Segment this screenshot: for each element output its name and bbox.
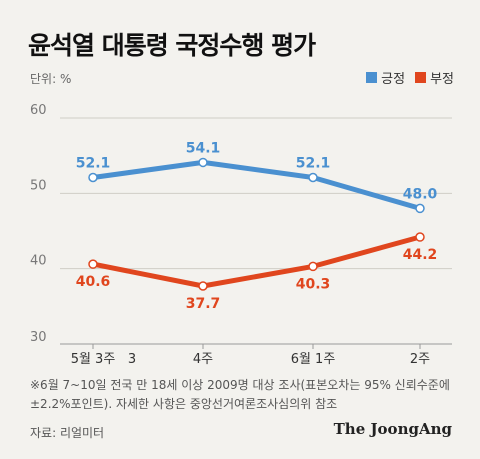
brand-logo: The JoongAng (333, 420, 452, 438)
data-label: 52.1 (296, 156, 331, 172)
data-label: 48.0 (403, 186, 438, 202)
x-tick-label: 2주 (410, 352, 430, 367)
legend-item-positive: 긍정 (366, 68, 405, 87)
data-label: 44.2 (403, 247, 438, 263)
legend-label-positive: 긍정 (381, 72, 406, 87)
y-tick-label: 60 (30, 103, 47, 118)
data-label: 37.7 (186, 296, 221, 312)
chart-title: 윤석열 대통령 국정수행 평가 (28, 31, 316, 60)
data-point (308, 261, 318, 272)
source-label: 자료: 리얼미터 (30, 426, 105, 440)
legend-swatch-positive (366, 72, 378, 83)
unit-label: 단위: % (30, 72, 72, 86)
x-tick-label: 5월 3주 (71, 352, 116, 367)
data-point (415, 232, 425, 242)
x-extra-label: 3 (128, 352, 136, 367)
legend-swatch-negative (415, 72, 427, 83)
series-line-negative (90, 234, 423, 289)
footnote: ※6월 7~10일 전국 만 18세 이상 2009명 대상 조사(표본오차는 … (30, 378, 450, 411)
data-point (198, 281, 208, 291)
data-point (308, 172, 318, 183)
x-tick-label: 6월 1주 (291, 352, 336, 367)
data-point (88, 259, 98, 269)
line-chart: 30 40 50 60 5월 3주 4주 6월 1주 2주 3 52.1 54.1 52.1 48.0 4… (30, 103, 452, 367)
data-point (198, 157, 208, 168)
data-point (88, 172, 98, 183)
x-tick-label: 4주 (193, 352, 213, 367)
data-point (415, 203, 425, 214)
data-label: 52.1 (76, 156, 111, 172)
data-label: 40.6 (76, 274, 111, 290)
data-label: 54.1 (186, 140, 221, 156)
y-tick-label: 50 (30, 178, 47, 193)
y-tick-label: 30 (30, 330, 47, 345)
legend: 긍정 부정 (366, 68, 454, 87)
legend-item-negative: 부정 (415, 68, 454, 87)
legend-label-negative: 부정 (430, 72, 454, 87)
series-line-positive (90, 159, 423, 211)
y-tick-label: 40 (30, 254, 47, 269)
data-label: 40.3 (296, 276, 331, 292)
